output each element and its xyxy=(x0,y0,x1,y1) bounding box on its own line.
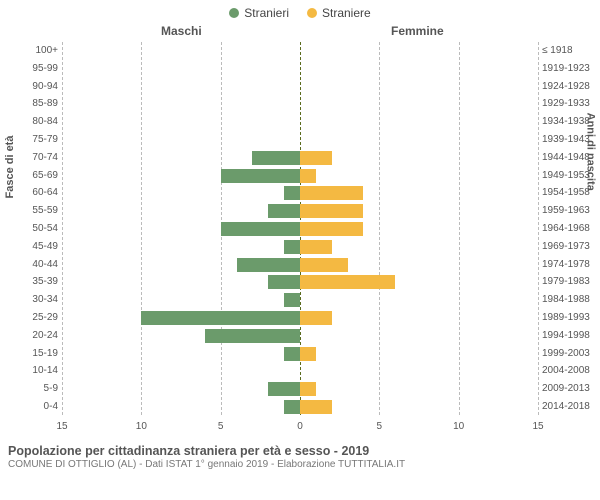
legend-label-straniere: Straniere xyxy=(322,6,371,20)
age-label: 5-9 xyxy=(44,383,58,394)
top-label-maschi: Maschi xyxy=(161,24,202,38)
bar-male xyxy=(221,169,300,183)
birth-label: 1949-1953 xyxy=(542,170,590,181)
bar-female xyxy=(300,186,363,200)
birth-label: 1924-1928 xyxy=(542,81,590,92)
age-label: 50-54 xyxy=(32,223,58,234)
xtick-label: 15 xyxy=(52,421,72,432)
age-label: 85-89 xyxy=(32,98,58,109)
bar-male xyxy=(205,329,300,343)
swatch-male xyxy=(229,8,239,18)
birth-label: 1974-1978 xyxy=(542,259,590,270)
top-label-femmine: Femmine xyxy=(391,24,444,38)
birth-label: 1919-1923 xyxy=(542,63,590,74)
age-label: 0-4 xyxy=(44,401,58,412)
bar-male xyxy=(284,293,300,307)
birth-label: 1989-1993 xyxy=(542,312,590,323)
birth-label: 2004-2008 xyxy=(542,365,590,376)
gridline xyxy=(62,42,63,415)
bar-female xyxy=(300,169,316,183)
legend-label-stranieri: Stranieri xyxy=(244,6,289,20)
age-label: 80-84 xyxy=(32,116,58,127)
gridline xyxy=(538,42,539,415)
birth-label: 1984-1988 xyxy=(542,294,590,305)
bar-male xyxy=(268,204,300,218)
bar-female xyxy=(300,151,332,165)
bar-male xyxy=(284,240,300,254)
bar-female xyxy=(300,275,395,289)
bar-male xyxy=(221,222,300,236)
bar-female xyxy=(300,204,363,218)
birth-label: 1944-1948 xyxy=(542,152,590,163)
bar-female xyxy=(300,382,316,396)
bar-male xyxy=(252,151,300,165)
xtick-label: 10 xyxy=(449,421,469,432)
bar-female xyxy=(300,222,363,236)
bar-male xyxy=(284,347,300,361)
birth-label: 2009-2013 xyxy=(542,383,590,394)
birth-label: 1999-2003 xyxy=(542,348,590,359)
xtick-label: 15 xyxy=(528,421,548,432)
legend-item-stranieri: Stranieri xyxy=(229,6,289,20)
gridline xyxy=(141,42,142,415)
birth-label: 1979-1983 xyxy=(542,276,590,287)
age-label: 65-69 xyxy=(32,170,58,181)
birth-label: 1969-1973 xyxy=(542,241,590,252)
swatch-female xyxy=(307,8,317,18)
birth-label: 1939-1943 xyxy=(542,134,590,145)
age-label: 20-24 xyxy=(32,330,58,341)
age-label: 95-99 xyxy=(32,63,58,74)
birth-label: 1994-1998 xyxy=(542,330,590,341)
age-label: 45-49 xyxy=(32,241,58,252)
bar-male xyxy=(268,275,300,289)
birth-label: 1929-1933 xyxy=(542,98,590,109)
age-label: 90-94 xyxy=(32,81,58,92)
bar-male xyxy=(141,311,300,325)
chart-footer: Popolazione per cittadinanza straniera p… xyxy=(0,440,600,470)
xtick-label: 5 xyxy=(369,421,389,432)
bar-female xyxy=(300,311,332,325)
bar-male xyxy=(284,186,300,200)
axis-title-left: Fasce di età xyxy=(4,136,16,199)
age-label: 55-59 xyxy=(32,205,58,216)
gridline xyxy=(379,42,380,415)
bar-male xyxy=(237,258,300,272)
bar-female xyxy=(300,240,332,254)
age-label: 30-34 xyxy=(32,294,58,305)
age-label: 100+ xyxy=(35,45,58,56)
age-label: 75-79 xyxy=(32,134,58,145)
age-label: 40-44 xyxy=(32,259,58,270)
legend: Stranieri Straniere xyxy=(0,0,600,20)
age-label: 25-29 xyxy=(32,312,58,323)
birth-label: ≤ 1918 xyxy=(542,45,573,56)
age-label: 70-74 xyxy=(32,152,58,163)
chart-title: Popolazione per cittadinanza straniera p… xyxy=(8,444,592,458)
xtick-label: 5 xyxy=(211,421,231,432)
legend-item-straniere: Straniere xyxy=(307,6,371,20)
bar-male xyxy=(284,400,300,414)
birth-label: 1964-1968 xyxy=(542,223,590,234)
xtick-label: 0 xyxy=(290,421,310,432)
bar-male xyxy=(268,382,300,396)
birth-label: 1959-1963 xyxy=(542,205,590,216)
age-label: 10-14 xyxy=(32,365,58,376)
age-label: 35-39 xyxy=(32,276,58,287)
xtick-label: 10 xyxy=(131,421,151,432)
gridline xyxy=(459,42,460,415)
birth-label: 1954-1958 xyxy=(542,187,590,198)
birth-label: 2014-2018 xyxy=(542,401,590,412)
age-label: 60-64 xyxy=(32,187,58,198)
bar-female xyxy=(300,347,316,361)
bar-female xyxy=(300,400,332,414)
birth-label: 1934-1938 xyxy=(542,116,590,127)
population-pyramid-chart: Maschi Femmine Fasce di età Anni di nasc… xyxy=(0,20,600,440)
chart-subtitle: COMUNE DI OTTIGLIO (AL) - Dati ISTAT 1° … xyxy=(8,459,592,470)
bar-female xyxy=(300,258,348,272)
age-label: 15-19 xyxy=(32,348,58,359)
